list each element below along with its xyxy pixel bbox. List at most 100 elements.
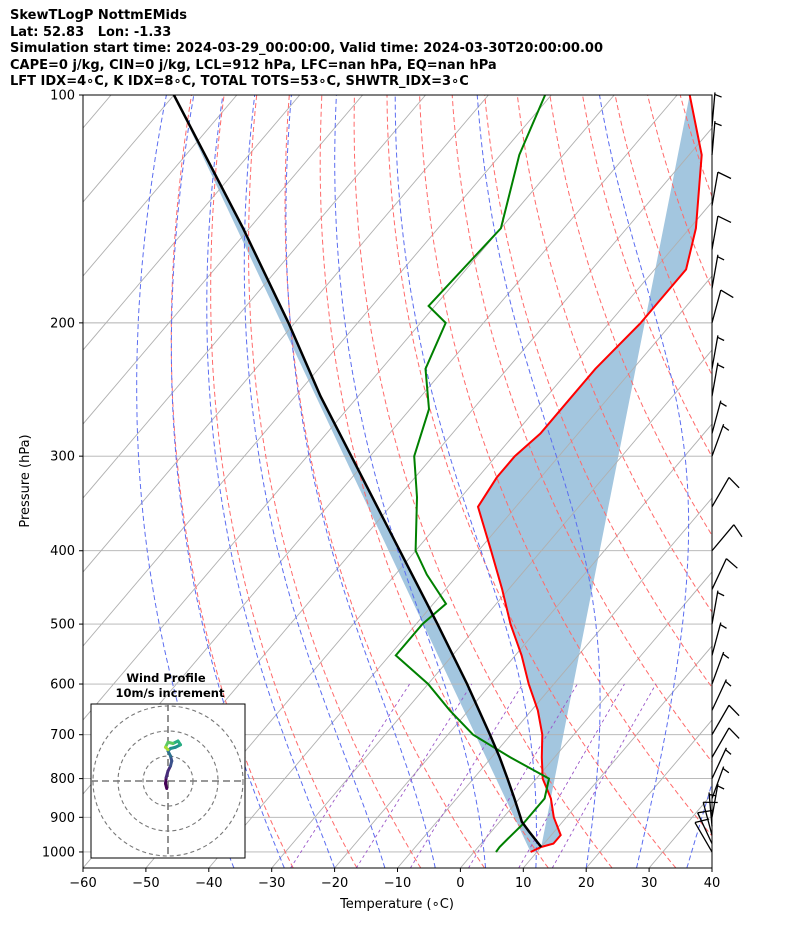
y-tick-label: 500 — [50, 618, 75, 633]
wind-barb — [711, 704, 740, 736]
moist-adiabat — [243, 95, 386, 868]
isotherm-line — [83, 95, 301, 351]
mixing-ratio-line — [410, 683, 524, 868]
dry-adiabat — [319, 95, 549, 868]
dry-adiabat — [284, 95, 485, 868]
mixing-ratio-line — [551, 683, 657, 868]
dry-adiabat — [745, 95, 794, 868]
title-line-4: CAPE=0 j/kg, CIN=0 j/kg, LCL=912 hPa, LF… — [10, 57, 497, 73]
moist-adiabat — [394, 95, 537, 868]
y-tick-label: 800 — [50, 772, 75, 787]
wind-barb — [711, 335, 725, 369]
isotherm-line — [334, 423, 712, 868]
dry-adiabat — [419, 95, 712, 837]
isotherm-line — [83, 95, 363, 425]
dry-adiabat — [778, 95, 794, 868]
cin-shading — [173, 95, 702, 852]
y-tick-label: 600 — [50, 678, 75, 693]
y-tick-label: 400 — [50, 544, 75, 559]
moist-adiabat — [686, 781, 712, 868]
hodograph-title: Wind Profile — [126, 671, 206, 685]
y-tick-label: 700 — [50, 728, 75, 743]
y-tick-label: 900 — [50, 811, 75, 826]
y-tick-label: 1000 — [42, 845, 75, 860]
wind-barb — [711, 289, 734, 324]
isotherm-line — [83, 95, 489, 573]
x-tick-label: −60 — [69, 876, 96, 891]
y-tick-label: 300 — [50, 450, 75, 465]
parcel-profile — [172, 95, 543, 848]
dry-adiabat — [516, 95, 712, 613]
wind-barb — [711, 747, 732, 779]
x-tick-label: 20 — [578, 876, 595, 891]
y-axis-label: Pressure (hPa) — [18, 434, 33, 527]
wind-barb — [711, 215, 732, 250]
isotherm-line — [83, 95, 426, 499]
wind-barb — [711, 727, 740, 758]
x-tick-label: 30 — [641, 876, 658, 891]
wind-barb — [711, 524, 743, 552]
isotherm-line — [208, 275, 712, 868]
dry-adiabat — [353, 95, 613, 868]
isotherm-line — [271, 349, 712, 868]
moist-adiabat — [599, 95, 690, 868]
moist-adiabat — [285, 95, 436, 868]
isotherm-line — [522, 645, 712, 868]
wind-barb — [711, 622, 727, 656]
wind-barb — [711, 651, 730, 685]
dry-adiabat — [451, 95, 712, 763]
title-line-3: Simulation start time: 2024-03-29_00:00:… — [10, 41, 603, 56]
hodograph-trace — [164, 745, 170, 752]
mixing-ratio-line — [290, 683, 411, 868]
wind-barb — [711, 590, 725, 625]
wind-barb — [697, 809, 713, 844]
isotherm-line — [145, 201, 712, 868]
wind-barb — [711, 400, 727, 434]
y-tick-label: 100 — [50, 89, 75, 104]
wind-barb — [711, 423, 730, 457]
header: SkewTLogP NottmEMids Lat: 52.83 Lon: -1.… — [10, 8, 603, 91]
title-line-1: SkewTLogP NottmEMids — [10, 8, 188, 23]
x-tick-label: −30 — [258, 876, 285, 891]
x-tick-label: −40 — [195, 876, 222, 891]
isotherm-line — [397, 497, 712, 868]
dry-adiabat — [248, 95, 422, 868]
x-tick-label: −10 — [384, 876, 411, 891]
isotherm-line — [83, 95, 552, 647]
x-tick-label: −20 — [321, 876, 348, 891]
isotherm-line — [460, 571, 712, 868]
wind-barb — [711, 362, 725, 397]
wind-barb — [711, 92, 722, 127]
wind-barb — [711, 171, 732, 206]
wind-barb — [711, 679, 732, 711]
x-axis-label: Temperature (∘C) — [339, 897, 454, 912]
title-line-2: Lat: 52.83 Lon: -1.33 — [10, 24, 172, 40]
x-tick-label: 40 — [704, 876, 721, 891]
dry-adiabat — [386, 95, 677, 868]
isotherm-line — [585, 719, 712, 868]
moist-adiabat — [170, 95, 285, 868]
dry-adiabat — [170, 95, 294, 868]
isotherm-line — [83, 95, 238, 277]
wind-barb — [711, 254, 725, 289]
moist-adiabat — [206, 95, 336, 868]
x-tick-label: 10 — [515, 876, 532, 891]
dry-adiabat — [582, 95, 712, 458]
temperature-profile — [476, 95, 703, 853]
dewpoint-profile — [394, 95, 551, 853]
dry-adiabat — [484, 95, 712, 689]
wind-barb — [711, 558, 738, 590]
wind-barb — [711, 476, 740, 508]
wind-barb — [711, 783, 725, 818]
wind-barb — [711, 766, 730, 799]
title-line-5: LFT IDX=4∘C, K IDX=8∘C, TOTAL TOTS=53∘C,… — [10, 74, 469, 89]
y-tick-label: 200 — [50, 316, 75, 331]
hodograph-subtitle: 10m/s increment — [116, 686, 225, 700]
isotherm-line — [83, 95, 615, 721]
x-tick-label: −50 — [132, 876, 159, 891]
mixing-ratio-line — [468, 683, 578, 868]
wind-barb — [694, 818, 713, 853]
mixing-ratio-line — [355, 683, 473, 868]
wind-barb — [711, 121, 722, 155]
